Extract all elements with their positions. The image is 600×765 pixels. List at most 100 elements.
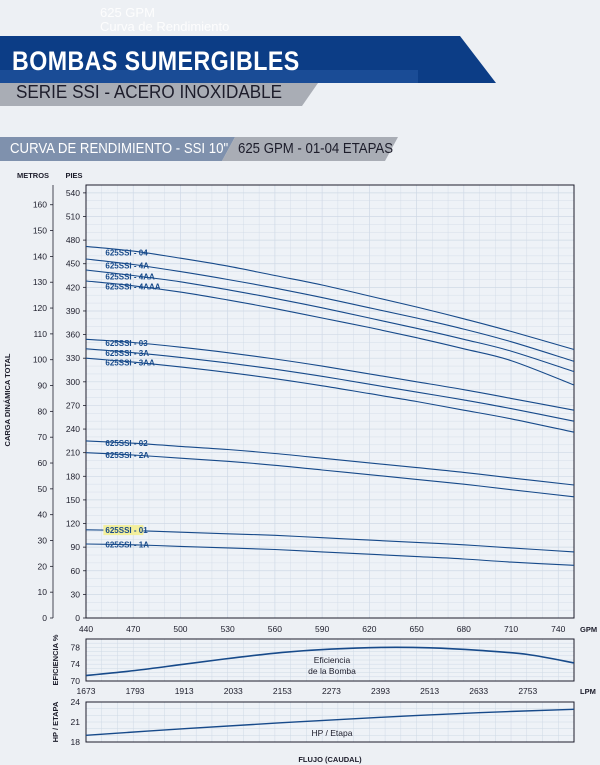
meter-tick-label: 20: [38, 561, 48, 571]
title-banner: [0, 36, 496, 106]
series-label: 625SSI - 03: [105, 339, 148, 348]
series-label: 625SSI - 4AAA: [105, 283, 160, 292]
feet-tick-label: 30: [71, 589, 81, 599]
x-tick-label: 650: [409, 624, 423, 634]
feet-label: PIES: [65, 171, 82, 180]
feet-tick-label: 0: [75, 613, 80, 623]
series-line: [85, 258, 575, 362]
series-label: 625SSI - 3AA: [105, 359, 155, 368]
feet-tick-label: 540: [66, 188, 80, 198]
x-tick-label: 620: [362, 624, 376, 634]
lpm-tick-label: 2033: [224, 686, 243, 696]
meter-tick-label: 90: [38, 381, 48, 391]
ghost-line-2: Curva de Rendimiento: [100, 19, 230, 34]
page-subtitle: SERIE SSI - ACERO INOXIDABLE: [16, 82, 283, 102]
feet-tick-label: 510: [66, 211, 80, 221]
meters-label: METROS: [17, 171, 49, 180]
ghost-text: 625 GPM Curva de Rendimiento: [100, 6, 229, 34]
lpm-tick-label: 1673: [77, 686, 96, 696]
efficiency-annotation-1: Eficiencia: [314, 655, 351, 665]
series-line: [85, 529, 575, 553]
ghost-line-1: 625 GPM: [100, 5, 155, 20]
series-line: [85, 338, 575, 411]
series-line: [85, 357, 575, 433]
feet-tick-label: 180: [66, 471, 80, 481]
feet-tick-label: 420: [66, 282, 80, 292]
plot-area: [86, 185, 574, 618]
series-line: [85, 245, 575, 351]
x-tick-label: 440: [79, 624, 93, 634]
lpm-tick-label: 2513: [420, 686, 439, 696]
lpm-tick-label: 2153: [273, 686, 292, 696]
series-line: [85, 543, 575, 566]
efficiency-frame: [85, 638, 575, 682]
meter-tick-label: 30: [38, 536, 48, 546]
meter-tick-label: 150: [33, 226, 47, 236]
hp-chart: 18 21 24 HP / ETAPA HP / Etapa FLUJO (CAUDAL): [51, 697, 575, 764]
series-label: 625SSI - 2A: [105, 451, 149, 460]
efficiency-chart: 70 74 78 1673 1793 1913 2033 2153 2273 2393 2513 26…: [51, 634, 596, 696]
x-tick-label: 500: [173, 624, 187, 634]
feet-tick-label: 150: [66, 495, 80, 505]
series-line: [85, 440, 575, 486]
efficiency-tick-label: 78: [71, 642, 81, 652]
meter-tick-label: 40: [38, 510, 48, 520]
lpm-tick-label: 2633: [469, 686, 488, 696]
lpm-tick-label: 2393: [371, 686, 390, 696]
meter-tick-label: 0: [42, 613, 47, 623]
hp-tick-label: 18: [71, 737, 81, 747]
feet-tick-label: 480: [66, 235, 80, 245]
x-tick-label: 470: [126, 624, 140, 634]
feet-tick-label: 240: [66, 424, 80, 434]
meter-tick-label: 160: [33, 200, 47, 210]
lpm-tick-label: 2753: [518, 686, 537, 696]
hp-annotation: HP / Etapa: [312, 728, 353, 738]
x-tick-label: 590: [315, 624, 329, 634]
efficiency-annotation-2: de la Bomba: [308, 666, 356, 676]
feet-tick-label: 210: [66, 448, 80, 458]
lpm-tick-label: 1793: [126, 686, 145, 696]
hp-tick-label: 24: [71, 697, 81, 707]
feet-tick-label: 90: [71, 542, 81, 552]
meter-tick-label: 120: [33, 303, 47, 313]
series-highlight: [103, 525, 144, 536]
head-flow-chart: 0306090120150180210240270300330360390420…: [3, 171, 597, 634]
section-title: CURVA DE RENDIMIENTO - SSI 10": [10, 140, 229, 157]
x-tick-label: 740: [551, 624, 565, 634]
meter-tick-label: 80: [38, 406, 48, 416]
page-title: BOMBAS SUMERGIBLES: [12, 46, 300, 76]
feet-tick-label: 60: [71, 566, 81, 576]
hp-frame: [85, 701, 575, 743]
efficiency-axis-title: EFICIENCIA %: [51, 634, 60, 685]
series-line: [85, 452, 575, 498]
efficiency-tick-label: 74: [71, 659, 81, 669]
lpm-tick-label: 1913: [175, 686, 194, 696]
series-label: 625SSI - 4AA: [105, 272, 155, 281]
meter-tick-label: 60: [38, 458, 48, 468]
lpm-tick-label: 2273: [322, 686, 341, 696]
efficiency-tick-label: 70: [71, 676, 81, 686]
series-label: 625SSI - 04: [105, 248, 148, 257]
hp-line: [85, 708, 575, 736]
x-tick-label: 710: [504, 624, 518, 634]
y-axis-title: CARGA DINÁMICA TOTAL: [3, 353, 12, 446]
meter-tick-label: 100: [33, 355, 47, 365]
hp-tick-label: 21: [71, 717, 81, 727]
meter-tick-label: 140: [33, 251, 47, 261]
series-label: 625SSI - 3A: [105, 349, 149, 358]
x-units-label: GPM: [580, 625, 597, 634]
flow-axis-title: FLUJO (CAUDAL): [298, 755, 362, 764]
meter-tick-label: 10: [38, 587, 48, 597]
meter-tick-label: 50: [38, 484, 48, 494]
section-spec: 625 GPM - 01-04 ETAPAS: [238, 140, 394, 157]
hp-axis-title: HP / ETAPA: [51, 701, 60, 742]
series-label: 625SSI - 4A: [105, 262, 149, 271]
meter-tick-label: 130: [33, 277, 47, 287]
x-tick-label: 560: [268, 624, 282, 634]
series-line: [85, 348, 575, 422]
feet-tick-label: 450: [66, 259, 80, 269]
plot-frame: [85, 184, 575, 619]
series-label: 625SSI - 1A: [105, 540, 149, 549]
meter-tick-label: 70: [38, 432, 48, 442]
